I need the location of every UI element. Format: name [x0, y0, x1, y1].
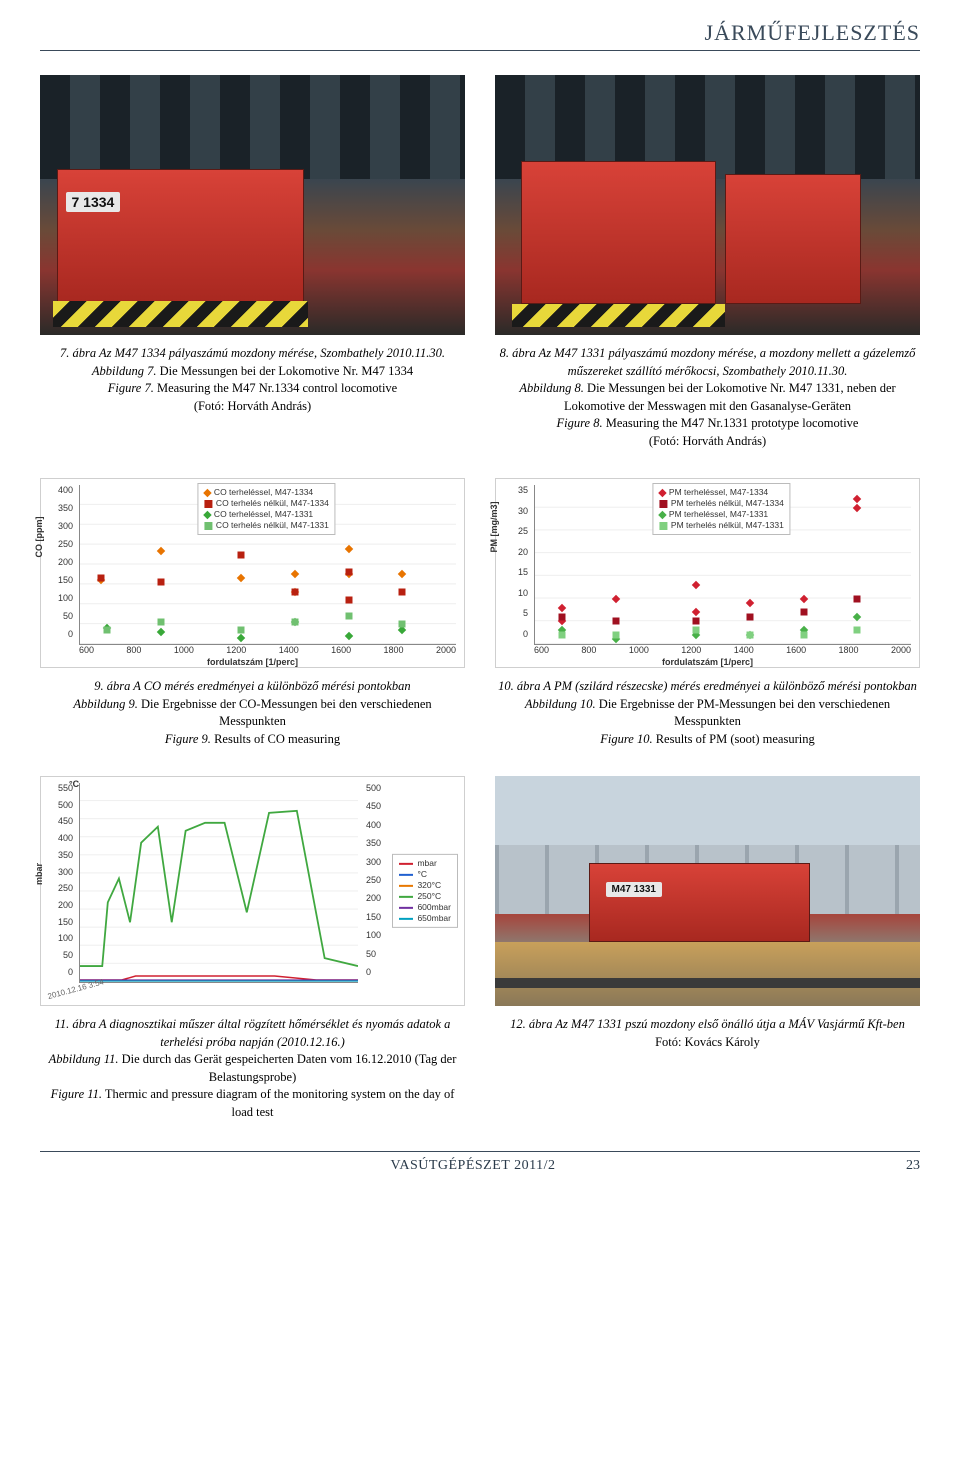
figure-12-photo: M47 1331: [495, 776, 920, 1006]
footer-page-number: 23: [906, 1158, 920, 1174]
figure-11-chart: 550500450400350300250200150100500mbar500…: [40, 776, 465, 1006]
row-11-12: 550500450400350300250200150100500mbar500…: [40, 776, 920, 1121]
figure-7-photo: 7 1334: [40, 75, 465, 335]
figure-11-caption: 11. ábra A diagnosztikai műszer által rö…: [40, 1016, 465, 1121]
figure-8-caption: 8. ábra Az M47 1331 pályaszámú mozdony m…: [495, 345, 920, 450]
figure-10-caption: 10. ábra A PM (szilárd részecske) mérés …: [495, 678, 920, 748]
figure-12-caption: 12. ábra Az M47 1331 pszú mozdony első ö…: [495, 1016, 920, 1051]
figure-9-chart: 4003503002502001501005006008001000120014…: [40, 478, 465, 668]
page-footer: VASÚTGÉPÉSZET 2011/2 23: [40, 1151, 920, 1174]
figure-10-chart: 3530252015105060080010001200140016001800…: [495, 478, 920, 668]
loco-badge-12: M47 1331: [606, 882, 662, 897]
row-photos-7-8: 7 1334 7. ábra Az M47 1334 pályaszámú mo…: [40, 75, 920, 450]
row-charts-9-10: 4003503002502001501005006008001000120014…: [40, 478, 920, 748]
figure-9-caption: 9. ábra A CO mérés eredményei a különböz…: [40, 678, 465, 748]
loco-badge-7: 7 1334: [66, 192, 121, 212]
figure-7-caption: 7. ábra Az M47 1334 pályaszámú mozdony m…: [40, 345, 465, 415]
figure-8-photo: [495, 75, 920, 335]
section-header: JÁRMŰFEJLESZTÉS: [40, 20, 920, 51]
footer-journal: VASÚTGÉPÉSZET 2011/2: [40, 1158, 906, 1174]
